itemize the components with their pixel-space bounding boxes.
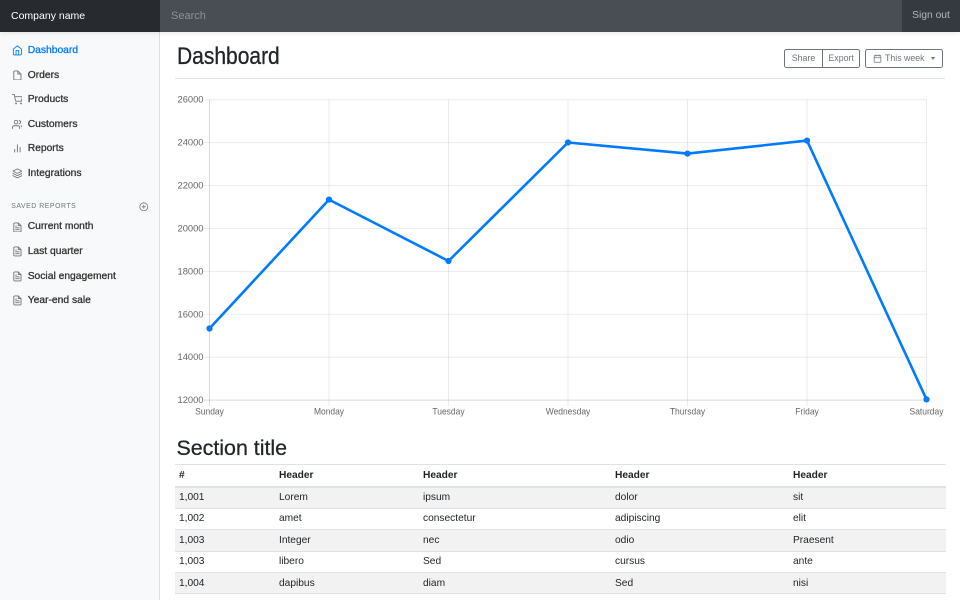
svg-text:Saturday: Saturday (910, 407, 944, 417)
svg-text:Tuesday: Tuesday (432, 407, 465, 417)
svg-text:18000: 18000 (178, 266, 204, 276)
svg-text:Sunday: Sunday (195, 407, 224, 417)
svg-text:26000: 26000 (178, 95, 204, 105)
svg-text:24000: 24000 (178, 138, 204, 148)
svg-text:16000: 16000 (178, 309, 204, 319)
svg-text:22000: 22000 (178, 181, 204, 191)
svg-text:14000: 14000 (178, 352, 204, 362)
svg-text:12000: 12000 (178, 395, 204, 405)
svg-text:Thursday: Thursday (670, 407, 706, 417)
svg-text:Wednesday: Wednesday (546, 407, 591, 417)
svg-text:Friday: Friday (795, 407, 819, 417)
svg-text:Monday: Monday (314, 407, 344, 417)
svg-text:20000: 20000 (178, 223, 204, 233)
